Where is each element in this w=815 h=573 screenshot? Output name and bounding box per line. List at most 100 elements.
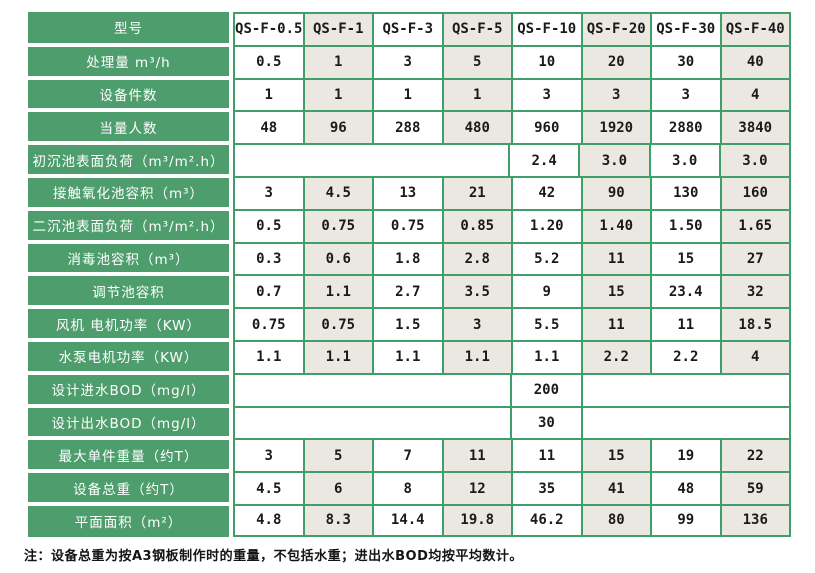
spec-cell: 4.5: [233, 471, 303, 504]
spec-cell: 1.20: [511, 208, 581, 242]
spec-cell: 11: [441, 438, 511, 472]
empty-cell: [233, 143, 508, 176]
spec-cell: 3: [233, 175, 303, 209]
row-label: 二沉池表面负荷（m³/m².h）: [28, 210, 229, 240]
spec-cell: 90: [580, 175, 650, 209]
spec-cell: 27: [719, 241, 791, 275]
spec-cell: 11: [650, 307, 720, 340]
spec-cell: 200: [510, 372, 581, 406]
spec-cell: 42: [511, 175, 581, 209]
spec-cell: 8: [372, 471, 442, 504]
table-row: 最大单件重量（约T） 3 5 7 11 11 15 19 22: [28, 438, 791, 472]
spec-cell: 1: [441, 77, 511, 111]
spec-cell: 130: [650, 175, 720, 209]
spec-cell: 15: [580, 274, 650, 308]
spec-cell: 32: [719, 274, 791, 308]
spec-cell: 15: [650, 241, 720, 275]
table-row: 当量人数 48 96 288 480 960 1920 2880 3840: [28, 110, 791, 144]
spec-cell: 1: [302, 77, 372, 111]
spec-cell: 1.8: [372, 241, 442, 275]
row-label: 处理量 m³/h: [28, 46, 229, 76]
row-label: 消毒池容积（m³）: [28, 243, 229, 273]
empty-cell: [233, 372, 510, 406]
spec-cell: 480: [441, 110, 511, 144]
empty-cell: [580, 372, 791, 406]
spec-cell: 0.75: [302, 208, 372, 242]
row-label: 水泵电机功率（KW）: [28, 341, 229, 371]
table-row: 设计出水BOD（mg/l） 30: [28, 405, 791, 439]
column-header: QS-F-1: [302, 12, 372, 45]
spec-cell: 3: [441, 307, 511, 340]
spec-cell: 19: [650, 438, 720, 472]
table-row: 调节池容积 0.7 1.1 2.7 3.5 9 15 23.4 32: [28, 274, 791, 308]
spec-cell: 4.8: [233, 503, 303, 537]
spec-cell: 0.75: [233, 307, 303, 340]
spec-cell: 21: [441, 175, 511, 209]
spec-cell: 11: [511, 438, 581, 472]
spec-cell: 22: [719, 438, 791, 472]
spec-cell: 59: [719, 471, 791, 504]
spec-cell: 9: [511, 274, 581, 308]
spec-cell: 1.1: [441, 339, 511, 373]
table-row: 平面面积（m²） 4.8 8.3 14.4 19.8 46.2 80 99 13…: [28, 503, 791, 537]
spec-cell: 12: [441, 471, 511, 504]
spec-cell: 4.5: [302, 175, 372, 209]
spec-cell: 6: [302, 471, 372, 504]
spec-cell: 3: [511, 77, 581, 111]
row-label: 初沉池表面负荷（m³/m².h）: [28, 145, 229, 174]
spec-cell: 4: [719, 339, 791, 373]
spec-cell: 41: [580, 471, 650, 504]
spec-cell: 0.5: [233, 44, 303, 78]
spec-cell: 15: [580, 438, 650, 472]
spec-cell: 1.1: [302, 274, 372, 308]
spec-cell: 1.40: [580, 208, 650, 242]
spec-cell: 1.65: [719, 208, 791, 242]
spec-cell: 2.2: [650, 339, 720, 373]
table-row: 二沉池表面负荷（m³/m².h） 0.5 0.75 0.75 0.85 1.20…: [28, 208, 791, 242]
column-header: QS-F-40: [719, 12, 791, 45]
spec-cell: 13: [372, 175, 442, 209]
spec-cell: 3840: [719, 110, 791, 144]
spec-cell: 40: [719, 44, 791, 78]
spec-cell: 10: [511, 44, 581, 78]
spec-cell: 7: [372, 438, 442, 472]
spec-cell: 2.8: [441, 241, 511, 275]
spec-cell: 11: [580, 241, 650, 275]
spec-cell: 0.75: [372, 208, 442, 242]
spec-cell: 0.3: [233, 241, 303, 275]
spec-cell: 0.85: [441, 208, 511, 242]
spec-cell: 1: [233, 77, 303, 111]
spec-cell: 5.5: [511, 307, 581, 340]
spec-cell: 35: [511, 471, 581, 504]
column-header: QS-F-10: [511, 12, 581, 45]
empty-cell: [233, 405, 510, 439]
column-header: QS-F-5: [441, 12, 511, 45]
spec-cell: 80: [580, 503, 650, 537]
row-label: 平面面积（m²）: [28, 505, 229, 537]
spec-cell: 3.0: [718, 143, 791, 176]
row-label: 设计进水BOD（mg/l）: [28, 374, 229, 404]
spec-table: 型号 QS-F-0.5 QS-F-1 QS-F-3 QS-F-5 QS-F-10…: [28, 12, 791, 537]
spec-cell: 0.7: [233, 274, 303, 308]
spec-cell: 30: [510, 405, 581, 439]
table-row: 初沉池表面负荷（m³/m².h） 2.4 3.0 3.0 3.0: [28, 143, 791, 176]
spec-cell: 14.4: [372, 503, 442, 537]
spec-cell: 1.1: [372, 339, 442, 373]
spec-cell: 2.2: [580, 339, 650, 373]
table-row: 设备件数 1 1 1 1 3 3 3 4: [28, 77, 791, 111]
spec-cell: 3: [650, 77, 720, 111]
column-header: QS-F-30: [650, 12, 720, 45]
spec-cell: 96: [302, 110, 372, 144]
spec-cell: 1.5: [372, 307, 442, 340]
row-label: 设计出水BOD（mg/l）: [28, 407, 229, 437]
spec-cell: 3: [233, 438, 303, 472]
spec-cell: 1: [372, 77, 442, 111]
spec-cell: 3: [580, 77, 650, 111]
spec-cell: 3.0: [578, 143, 649, 176]
spec-cell: 23.4: [650, 274, 720, 308]
spec-cell: 48: [233, 110, 303, 144]
spec-cell: 1.1: [302, 339, 372, 373]
spec-cell: 3.5: [441, 274, 511, 308]
spec-cell: 1920: [580, 110, 650, 144]
